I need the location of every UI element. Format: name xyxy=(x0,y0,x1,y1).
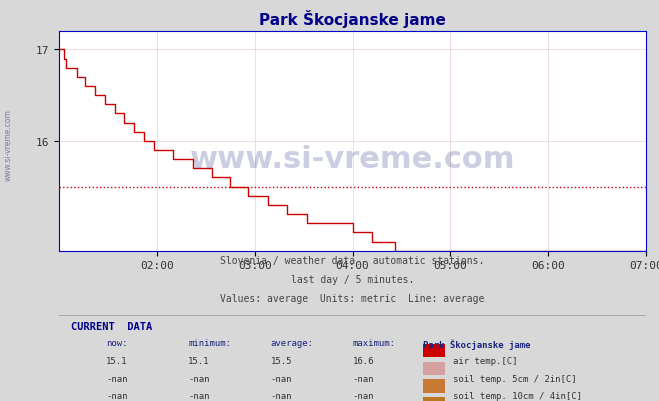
Text: average:: average: xyxy=(270,338,314,348)
FancyBboxPatch shape xyxy=(423,344,445,358)
Text: -nan: -nan xyxy=(353,374,374,383)
Text: -nan: -nan xyxy=(270,374,292,383)
Text: soil temp. 5cm / 2in[C]: soil temp. 5cm / 2in[C] xyxy=(453,374,577,383)
Text: 15.1: 15.1 xyxy=(188,356,210,365)
Text: -nan: -nan xyxy=(106,374,128,383)
Text: air temp.[C]: air temp.[C] xyxy=(453,356,518,365)
Text: 15.1: 15.1 xyxy=(106,356,128,365)
Text: 15.5: 15.5 xyxy=(270,356,292,365)
Text: now:: now: xyxy=(106,338,128,348)
Text: -nan: -nan xyxy=(353,391,374,400)
FancyBboxPatch shape xyxy=(423,379,445,393)
Text: last day / 5 minutes.: last day / 5 minutes. xyxy=(291,274,415,284)
Text: CURRENT  DATA: CURRENT DATA xyxy=(71,321,152,331)
Text: Slovenia / weather data - automatic stations.: Slovenia / weather data - automatic stat… xyxy=(220,255,485,265)
Title: Park Škocjanske jame: Park Škocjanske jame xyxy=(259,10,446,28)
Text: minimum:: minimum: xyxy=(188,338,231,348)
Text: -nan: -nan xyxy=(106,391,128,400)
FancyBboxPatch shape xyxy=(423,397,445,401)
Text: 16.6: 16.6 xyxy=(353,356,374,365)
Text: -nan: -nan xyxy=(188,374,210,383)
Text: www.si-vreme.com: www.si-vreme.com xyxy=(190,145,515,174)
Text: Values: average  Units: metric  Line: average: Values: average Units: metric Line: aver… xyxy=(220,294,485,303)
Text: Park Škocjanske jame: Park Škocjanske jame xyxy=(423,338,530,349)
Text: www.si-vreme.com: www.si-vreme.com xyxy=(4,109,13,180)
Text: -nan: -nan xyxy=(188,391,210,400)
Text: soil temp. 10cm / 4in[C]: soil temp. 10cm / 4in[C] xyxy=(453,391,583,400)
Text: maximum:: maximum: xyxy=(353,338,395,348)
Text: -nan: -nan xyxy=(270,391,292,400)
FancyBboxPatch shape xyxy=(423,362,445,375)
